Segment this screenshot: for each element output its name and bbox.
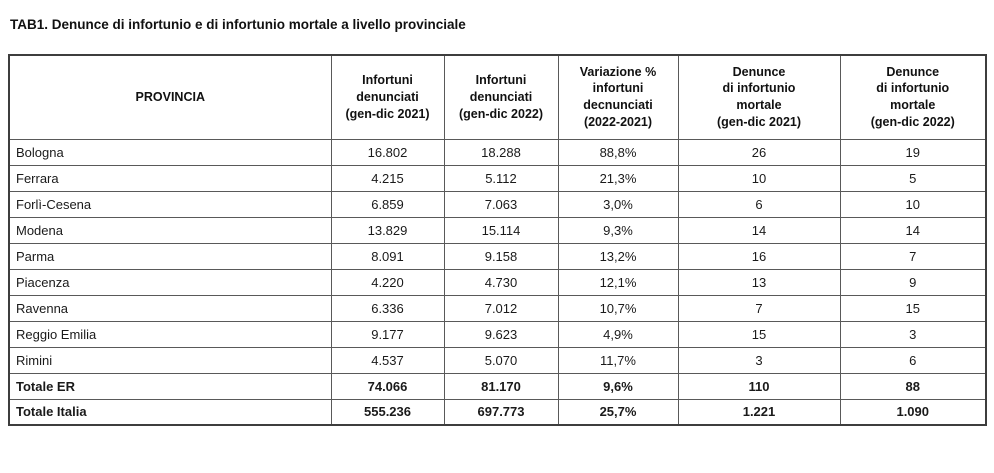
cell-provincia: Reggio Emilia <box>8 320 332 348</box>
cell-variazione: 4,9% <box>557 320 679 348</box>
cell-infortuni-2021: 4.220 <box>330 268 445 296</box>
cell-provincia: Rimini <box>8 346 332 374</box>
cell-infortuni-2022: 5.112 <box>443 164 559 192</box>
col-header-mortale-2021: Denunce di infortunio mortale (gen-dic 2… <box>677 54 841 140</box>
cell-provincia: Piacenza <box>8 268 332 296</box>
table-row: Bologna 16.802 18.288 88,8% 26 19 <box>8 138 987 166</box>
cell-provincia: Totale ER <box>8 372 332 400</box>
cell-infortuni-2021: 9.177 <box>330 320 445 348</box>
cell-infortuni-2022: 18.288 <box>443 138 559 166</box>
cell-mortale-2022: 88 <box>839 372 987 400</box>
cell-variazione: 3,0% <box>557 190 679 218</box>
col-header-infortuni-2021: Infortuni denunciati (gen-dic 2021) <box>330 54 445 140</box>
table-row: Rimini 4.537 5.070 11,7% 3 6 <box>8 346 987 374</box>
cell-infortuni-2022: 7.063 <box>443 190 559 218</box>
cell-infortuni-2022: 7.012 <box>443 294 559 322</box>
cell-mortale-2021: 26 <box>677 138 841 166</box>
total-row: Totale Italia 555.236 697.773 25,7% 1.221 1.0… <box>8 398 987 426</box>
cell-variazione: 88,8% <box>557 138 679 166</box>
cell-provincia: Parma <box>8 242 332 270</box>
cell-infortuni-2022: 4.730 <box>443 268 559 296</box>
table-row: Piacenza 4.220 4.730 12,1% 13 9 <box>8 268 987 296</box>
cell-mortale-2021: 7 <box>677 294 841 322</box>
cell-infortuni-2022: 15.114 <box>443 216 559 244</box>
cell-mortale-2022: 3 <box>839 320 987 348</box>
cell-mortale-2022: 10 <box>839 190 987 218</box>
cell-infortuni-2022: 9.623 <box>443 320 559 348</box>
cell-variazione: 13,2% <box>557 242 679 270</box>
col-header-infortuni-2022: Infortuni denunciati (gen-dic 2022) <box>443 54 559 140</box>
cell-mortale-2021: 14 <box>677 216 841 244</box>
cell-provincia: Ravenna <box>8 294 332 322</box>
cell-provincia: Ferrara <box>8 164 332 192</box>
cell-mortale-2022: 15 <box>839 294 987 322</box>
cell-variazione: 25,7% <box>557 398 679 426</box>
cell-infortuni-2021: 74.066 <box>330 372 445 400</box>
cell-infortuni-2021: 6.336 <box>330 294 445 322</box>
cell-infortuni-2022: 9.158 <box>443 242 559 270</box>
injury-statistics-table: PROVINCIA Infortuni denunciati (gen-dic … <box>8 54 987 426</box>
cell-provincia: Modena <box>8 216 332 244</box>
col-header-provincia: PROVINCIA <box>8 54 332 140</box>
cell-mortale-2021: 1.221 <box>677 398 841 426</box>
table-title: TAB1. Denunce di infortunio e di infortu… <box>10 17 466 32</box>
cell-infortuni-2022: 5.070 <box>443 346 559 374</box>
cell-variazione: 12,1% <box>557 268 679 296</box>
cell-mortale-2021: 13 <box>677 268 841 296</box>
cell-infortuni-2022: 697.773 <box>443 398 559 426</box>
col-header-mortale-2022: Denunce di infortunio mortale (gen-dic 2… <box>839 54 987 140</box>
cell-mortale-2022: 5 <box>839 164 987 192</box>
cell-mortale-2021: 110 <box>677 372 841 400</box>
cell-mortale-2022: 6 <box>839 346 987 374</box>
cell-variazione: 21,3% <box>557 164 679 192</box>
table-row: Parma 8.091 9.158 13,2% 16 7 <box>8 242 987 270</box>
cell-infortuni-2021: 8.091 <box>330 242 445 270</box>
cell-variazione: 9,6% <box>557 372 679 400</box>
cell-mortale-2021: 16 <box>677 242 841 270</box>
cell-mortale-2021: 6 <box>677 190 841 218</box>
cell-provincia: Bologna <box>8 138 332 166</box>
cell-mortale-2022: 1.090 <box>839 398 987 426</box>
table-row: Ravenna 6.336 7.012 10,7% 7 15 <box>8 294 987 322</box>
cell-variazione: 10,7% <box>557 294 679 322</box>
cell-provincia: Forlì-Cesena <box>8 190 332 218</box>
cell-infortuni-2021: 16.802 <box>330 138 445 166</box>
cell-variazione: 9,3% <box>557 216 679 244</box>
col-header-variazione: Variazione % infortuni decnunciati (2022… <box>557 54 679 140</box>
table-row: Modena 13.829 15.114 9,3% 14 14 <box>8 216 987 244</box>
table-body: Bologna 16.802 18.288 88,8% 26 19 Ferrara 4.215… <box>8 138 987 426</box>
cell-mortale-2022: 19 <box>839 138 987 166</box>
total-row: Totale ER 74.066 81.170 9,6% 110 88 <box>8 372 987 400</box>
cell-mortale-2021: 3 <box>677 346 841 374</box>
cell-infortuni-2021: 6.859 <box>330 190 445 218</box>
table-row: Forlì-Cesena 6.859 7.063 3,0% 6 10 <box>8 190 987 218</box>
cell-mortale-2022: 7 <box>839 242 987 270</box>
cell-mortale-2021: 10 <box>677 164 841 192</box>
cell-infortuni-2022: 81.170 <box>443 372 559 400</box>
cell-mortale-2022: 14 <box>839 216 987 244</box>
cell-infortuni-2021: 13.829 <box>330 216 445 244</box>
cell-variazione: 11,7% <box>557 346 679 374</box>
cell-provincia: Totale Italia <box>8 398 332 426</box>
cell-infortuni-2021: 4.537 <box>330 346 445 374</box>
cell-mortale-2022: 9 <box>839 268 987 296</box>
cell-infortuni-2021: 4.215 <box>330 164 445 192</box>
table-row: Ferrara 4.215 5.112 21,3% 10 5 <box>8 164 987 192</box>
cell-mortale-2021: 15 <box>677 320 841 348</box>
table-row: Reggio Emilia 9.177 9.623 4,9% 15 3 <box>8 320 987 348</box>
cell-infortuni-2021: 555.236 <box>330 398 445 426</box>
header-row: PROVINCIA Infortuni denunciati (gen-dic … <box>8 54 987 140</box>
